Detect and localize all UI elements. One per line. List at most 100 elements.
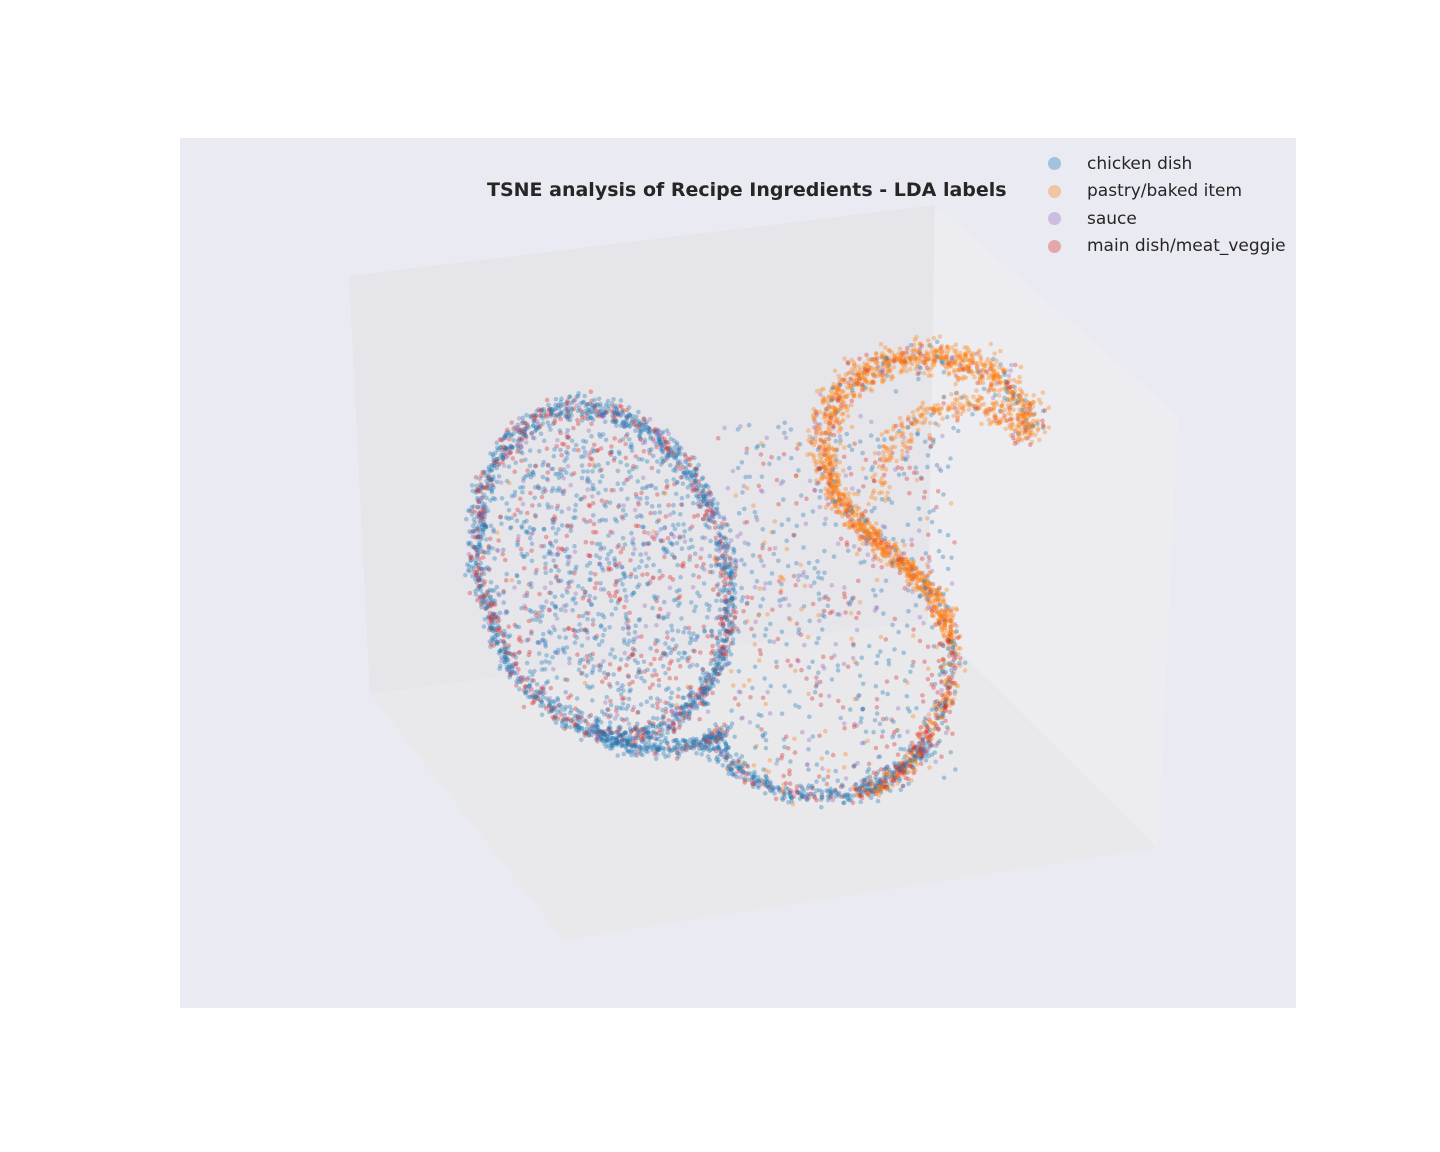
data-point (725, 522, 730, 528)
data-point (574, 493, 579, 498)
data-point (634, 753, 640, 758)
data-point (619, 404, 624, 410)
data-point (672, 727, 677, 732)
data-point (723, 576, 729, 581)
data-point (901, 747, 907, 752)
data-point (688, 704, 694, 710)
data-point (620, 737, 625, 743)
data-point (691, 514, 697, 519)
data-point (642, 739, 647, 745)
data-point (986, 389, 991, 395)
data-point (488, 486, 494, 492)
data-point (679, 616, 684, 621)
data-point (671, 451, 676, 456)
data-point (693, 702, 698, 707)
data-point (677, 451, 683, 457)
data-point (674, 643, 679, 649)
data-point (479, 473, 484, 479)
data-point (571, 406, 577, 412)
data-point (823, 728, 828, 734)
data-point (730, 637, 736, 642)
data-point (816, 575, 821, 580)
data-point (509, 420, 514, 425)
data-point (466, 508, 471, 513)
data-point (502, 655, 508, 660)
data-point (607, 746, 613, 751)
data-point (832, 787, 838, 793)
data-point (776, 558, 781, 564)
data-point (709, 634, 715, 639)
data-point (894, 675, 899, 680)
data-point (624, 706, 629, 712)
data-point (744, 519, 750, 525)
data-point (548, 685, 554, 691)
data-point (689, 701, 695, 706)
data-point (662, 525, 668, 531)
data-point (570, 717, 576, 722)
data-point (484, 486, 490, 491)
data-point (705, 615, 710, 620)
data-point (576, 614, 582, 619)
data-point (501, 547, 506, 553)
data-point (875, 437, 880, 442)
data-point (616, 687, 621, 693)
data-point (641, 416, 646, 422)
data-point (567, 656, 572, 661)
data-point (642, 679, 647, 684)
data-point (704, 701, 709, 707)
data-point (517, 436, 523, 441)
data-point (858, 413, 863, 419)
data-point (540, 474, 546, 480)
data-point (590, 501, 596, 506)
data-point (516, 446, 521, 451)
data-point (712, 525, 718, 531)
data-point (541, 543, 547, 549)
data-point (869, 419, 874, 425)
data-point (819, 805, 824, 810)
data-point (602, 627, 607, 632)
data-point (759, 558, 764, 563)
data-point (866, 643, 872, 649)
data-point (702, 493, 707, 498)
data-point (707, 507, 712, 513)
data-point (498, 663, 503, 669)
data-point (710, 510, 715, 515)
data-point (1008, 368, 1013, 373)
data-point (504, 658, 510, 663)
data-point (661, 547, 666, 552)
data-point (597, 413, 603, 418)
data-point (860, 466, 866, 472)
data-point (669, 552, 675, 557)
data-point (726, 644, 731, 650)
data-point (917, 638, 923, 644)
data-point (579, 627, 584, 632)
data-point (608, 593, 613, 599)
data-point (584, 563, 590, 568)
data-point (476, 577, 481, 583)
data-point (666, 440, 671, 446)
data-point (636, 564, 642, 570)
data-point (544, 653, 549, 658)
data-point (689, 600, 694, 605)
data-point (651, 429, 656, 434)
data-point (572, 508, 578, 513)
data-point (670, 721, 675, 726)
data-point (589, 729, 595, 735)
data-point (833, 642, 839, 647)
data-point (901, 471, 907, 477)
data-point (859, 716, 864, 721)
data-point (474, 535, 479, 541)
data-point (922, 439, 928, 445)
data-point (836, 698, 841, 704)
data-point (908, 669, 913, 675)
data-point (786, 800, 791, 805)
data-point (554, 444, 559, 449)
data-point (618, 550, 624, 555)
data-point (767, 639, 772, 644)
data-point (625, 741, 631, 747)
data-point (517, 686, 522, 692)
data-point (495, 623, 501, 629)
data-point (731, 575, 736, 580)
data-point (607, 560, 612, 566)
data-point (594, 581, 599, 586)
